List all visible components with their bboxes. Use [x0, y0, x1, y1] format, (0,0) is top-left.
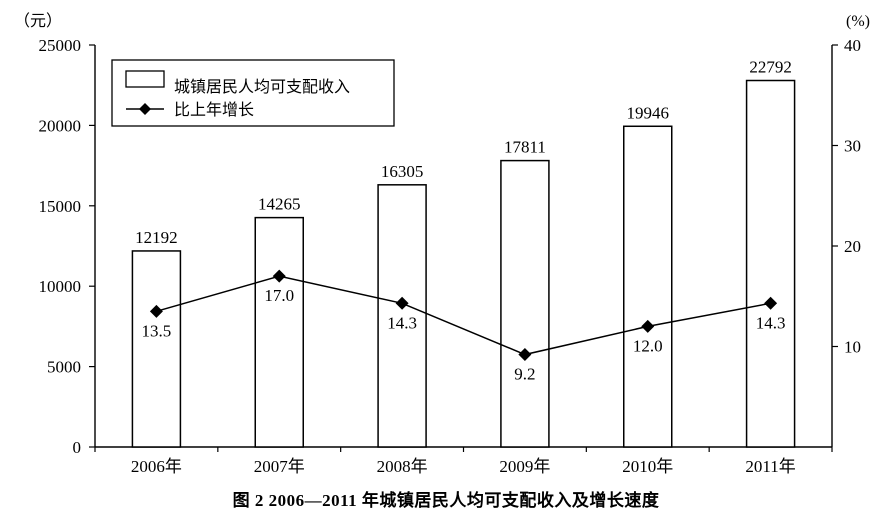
growth-value-label: 14.3 — [387, 313, 417, 332]
income-bar — [500, 159, 550, 448]
x-category-label: 2007年 — [254, 457, 305, 476]
x-category-label: 2009年 — [499, 457, 550, 476]
bar-value-label: 22792 — [749, 58, 792, 77]
income-bar — [377, 184, 427, 448]
bar-value-label: 17811 — [504, 138, 546, 157]
bar-value-label: 19946 — [627, 103, 670, 122]
left-axis-tick-label: 0 — [73, 438, 82, 457]
left-axis-tick-label: 15000 — [39, 197, 82, 216]
legend-label-growth: 比上年增长 — [174, 101, 254, 119]
legend-bar-swatch — [125, 70, 165, 88]
right-axis-tick-label: 10 — [844, 338, 861, 357]
income-bar — [745, 79, 796, 448]
growth-value-label: 17.0 — [264, 286, 294, 305]
growth-line — [156, 275, 771, 356]
diamond-marker — [395, 296, 409, 310]
diamond-marker — [641, 319, 655, 333]
x-category-label: 2010年 — [622, 457, 673, 476]
plot-area: 0 5000 10000 15000 20000 25000 10 20 30 40 2006年 20… — [39, 36, 862, 476]
right-axis-tick-label: 30 — [844, 137, 861, 156]
figure-caption: 图 2 2006—2011 年城镇居民人均可支配收入及增长速度 — [232, 491, 660, 510]
income-bar — [254, 216, 304, 448]
left-axis-tick-label: 10000 — [39, 277, 82, 296]
diamond-marker — [272, 269, 286, 283]
income-bar — [623, 125, 673, 448]
bar-value-label: 14265 — [258, 195, 301, 214]
left-axis-tick-label: 25000 — [39, 36, 82, 55]
growth-value-label: 14.3 — [756, 313, 786, 332]
right-axis-unit-label: (%) — [846, 13, 870, 30]
diamond-marker — [764, 296, 778, 310]
chart-canvas: （元） (%) 0 5000 10000 15000 20000 25000 10 20 30 4… — [14, 12, 870, 476]
left-axis-unit-label: （元） — [14, 12, 62, 30]
left-axis-tick-label: 5000 — [47, 358, 81, 377]
income-bar — [131, 250, 182, 448]
growth-value-label: 12.0 — [633, 336, 663, 355]
x-category-label: 2011年 — [745, 457, 795, 476]
right-axis-tick-label: 40 — [844, 36, 861, 55]
legend-label-income: 城镇居民人均可支配收入 — [174, 78, 350, 96]
bar-value-label: 16305 — [381, 162, 424, 181]
x-category-label: 2008年 — [377, 457, 428, 476]
bar-value-label: 12192 — [135, 228, 178, 247]
x-category-label: 2006年 — [131, 457, 182, 476]
diamond-marker — [518, 348, 532, 362]
right-axis-tick-label: 20 — [844, 237, 861, 256]
legend-diamond-swatch — [139, 103, 151, 115]
growth-value-label: 9.2 — [514, 365, 535, 384]
diamond-marker — [149, 304, 163, 318]
growth-value-label: 13.5 — [142, 321, 172, 340]
left-axis-tick-label: 20000 — [39, 116, 82, 135]
